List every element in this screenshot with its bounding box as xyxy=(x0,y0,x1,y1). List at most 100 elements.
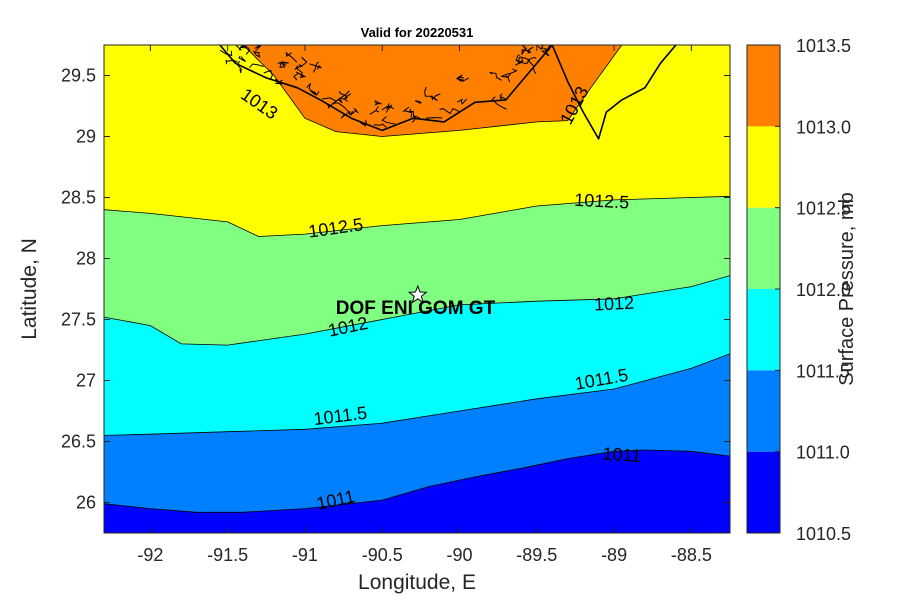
colorbar-tick-label: 1011.5 xyxy=(796,361,850,381)
contour-label: 1012 xyxy=(594,293,635,315)
x-tick-label: -90 xyxy=(446,545,472,565)
marsh-detail xyxy=(360,119,367,127)
marsh-detail xyxy=(523,57,537,65)
colorbar-tick-label: 1013.5 xyxy=(796,36,851,56)
colorbar-tick-label: 1012.5 xyxy=(796,199,851,219)
marsh-detail xyxy=(285,51,298,63)
y-tick-label: 27.5 xyxy=(61,310,96,330)
colorbar-tick-label: 1011.0 xyxy=(796,443,850,463)
contour-lines xyxy=(104,45,730,513)
marsh-detail xyxy=(237,60,242,73)
plot-frame xyxy=(103,44,731,534)
marsh-detail xyxy=(296,68,307,79)
x-tick-label: -92 xyxy=(137,545,163,565)
contour-label: 1011 xyxy=(602,444,642,467)
marsh-detail xyxy=(299,56,308,68)
marsh-detail xyxy=(239,45,251,55)
marsh-detail xyxy=(439,107,460,115)
marsh-detail xyxy=(527,46,534,55)
marsh-detail xyxy=(340,110,351,119)
marsh-detail xyxy=(507,68,518,83)
marsh-detail xyxy=(293,71,303,81)
marsh-detail xyxy=(499,93,507,101)
x-axis-label: Longitude, E xyxy=(358,571,476,594)
station-star-icon xyxy=(407,284,428,304)
marsh-detail xyxy=(338,90,349,102)
marsh-detail xyxy=(456,98,468,105)
y-axis-label: Latitude, N xyxy=(18,238,41,340)
colorbar-swatch xyxy=(747,45,780,127)
marsh-detail xyxy=(263,69,273,80)
marsh-detail xyxy=(414,100,422,105)
marsh-detail xyxy=(515,60,524,66)
contour-1013 xyxy=(242,45,623,137)
marsh-detail xyxy=(408,108,415,117)
y-tick-label: 29.5 xyxy=(61,66,96,86)
x-tick-label: -88.5 xyxy=(671,545,712,565)
marsh-detail xyxy=(425,117,443,121)
contour-label: 1012.5 xyxy=(574,190,630,213)
x-axis-ticks: -92 -91.5 -91 -90.5 -90 -89.5 -89 -88.5 xyxy=(137,45,712,565)
band-above-1013 xyxy=(243,45,622,137)
marsh-detail xyxy=(249,63,264,68)
y-tick-label: 29 xyxy=(76,127,96,147)
x-tick-label: -89.5 xyxy=(516,545,557,565)
station-name: DOF ENI GOM GT xyxy=(336,298,496,319)
marsh-detail xyxy=(385,103,393,113)
marsh-detail xyxy=(499,72,511,78)
marsh-detail xyxy=(517,56,531,64)
marsh-detail xyxy=(337,90,350,104)
y-tick-label: 27 xyxy=(76,371,96,391)
marsh-detail xyxy=(255,45,262,52)
colorbar-tick-label: 1010.5 xyxy=(796,524,851,544)
y-tick-label: 28 xyxy=(76,249,96,269)
colorbar-tick-label: 1012.0 xyxy=(796,280,851,300)
x-tick-label: -90.5 xyxy=(362,545,403,565)
marsh-detail xyxy=(489,72,502,81)
y-tick-label: 26.5 xyxy=(61,432,96,452)
marsh-detail xyxy=(456,76,470,81)
coastline-west xyxy=(219,45,553,132)
chart-title: Valid for 20220531 xyxy=(361,25,474,40)
colorbar-tick-label: 1013.0 xyxy=(796,117,851,137)
marsh-detail xyxy=(252,51,261,58)
marsh-detail xyxy=(339,93,352,100)
y-tick-label: 26 xyxy=(76,493,96,513)
marsh-detail xyxy=(335,102,350,113)
marsh-detail xyxy=(541,48,550,57)
marsh-detail xyxy=(279,62,287,69)
marsh-detail xyxy=(541,45,551,51)
contour-1011.5 xyxy=(104,353,730,436)
marsh-detail xyxy=(254,45,262,49)
y-axis-ticks: 26 26.5 27 27.5 28 28.5 29 29.5 xyxy=(61,66,730,513)
marsh-detail xyxy=(430,93,441,102)
marsh-detail xyxy=(321,97,337,105)
colorbar-swatch xyxy=(747,207,780,289)
marsh-detail xyxy=(373,123,387,128)
marsh-detail xyxy=(369,106,380,115)
marsh-detail xyxy=(327,99,339,109)
y-tick-label: 28.5 xyxy=(61,188,96,208)
marsh-detail xyxy=(309,63,322,70)
contour-1012.5 xyxy=(104,195,730,237)
colorbar-label: Surface Pressure, mb xyxy=(836,192,858,385)
coastline-east xyxy=(551,45,677,140)
marsh-detail xyxy=(310,90,320,96)
colorbar: 1010.5 1011.0 1011.5 1012.0 1012.5 1013.0 1013… xyxy=(746,36,851,544)
x-tick-label: -91.5 xyxy=(207,545,248,565)
colorbar-swatch xyxy=(747,289,780,371)
colorbar-swatch xyxy=(747,370,780,452)
marsh-detail xyxy=(411,115,420,123)
marsh-detail xyxy=(238,55,246,63)
marsh-detail xyxy=(374,99,382,106)
marsh-detail xyxy=(225,59,239,65)
marsh-detail xyxy=(219,49,233,57)
marsh-detail xyxy=(537,45,544,51)
marsh-detail xyxy=(491,96,507,110)
marsh-detail xyxy=(402,106,413,118)
colorbar-swatch xyxy=(747,451,780,533)
marsh-detail xyxy=(349,107,359,116)
colorbar-swatch xyxy=(747,126,780,208)
marsh-detail xyxy=(294,64,303,71)
x-tick-label: -89 xyxy=(601,545,627,565)
